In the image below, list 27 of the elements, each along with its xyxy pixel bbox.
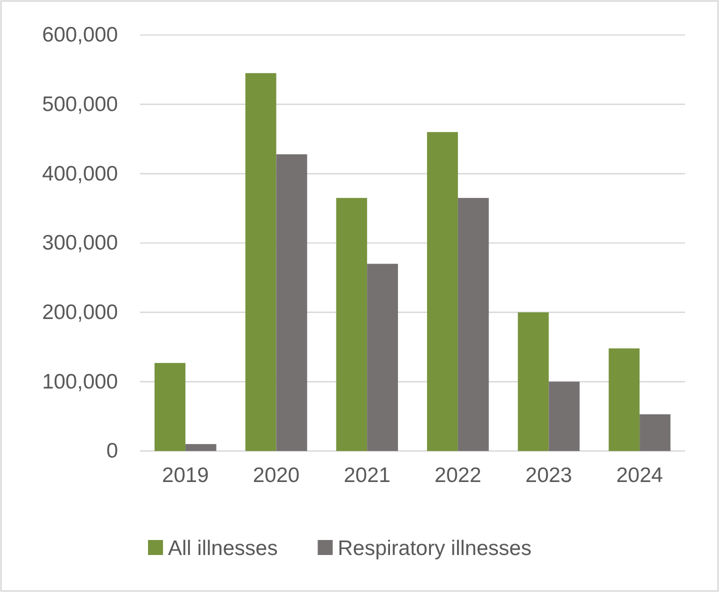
y-tick-label: 400,000 <box>42 162 118 186</box>
x-tick-label: 2020 <box>252 464 300 487</box>
y-tick-label: 500,000 <box>42 93 118 116</box>
bar <box>336 198 368 451</box>
legend-label: Respiratory illnesses <box>338 537 532 560</box>
x-tick-label: 2019 <box>162 464 209 487</box>
x-tick-label: 2021 <box>344 464 390 487</box>
x-tick-label: 2023 <box>525 464 572 487</box>
bar <box>518 312 549 451</box>
bar <box>276 154 308 451</box>
bar <box>608 348 640 451</box>
bar <box>640 414 670 451</box>
y-tick-label: 600,000 <box>42 24 118 47</box>
legend-label: All illnesses <box>168 537 278 560</box>
bar <box>458 198 489 451</box>
y-tick-label: 0 <box>106 440 118 463</box>
bar <box>367 264 398 451</box>
bar <box>427 132 458 451</box>
y-tick-label: 100,000 <box>42 370 118 394</box>
bar <box>245 73 276 451</box>
bar <box>548 382 580 451</box>
bar <box>154 362 186 451</box>
y-tick-label: 200,000 <box>42 301 118 324</box>
x-tick-label: 2022 <box>434 464 482 487</box>
bar <box>185 444 216 451</box>
x-tick-label: 2024 <box>616 464 664 487</box>
y-tick-label: 300,000 <box>42 232 118 255</box>
